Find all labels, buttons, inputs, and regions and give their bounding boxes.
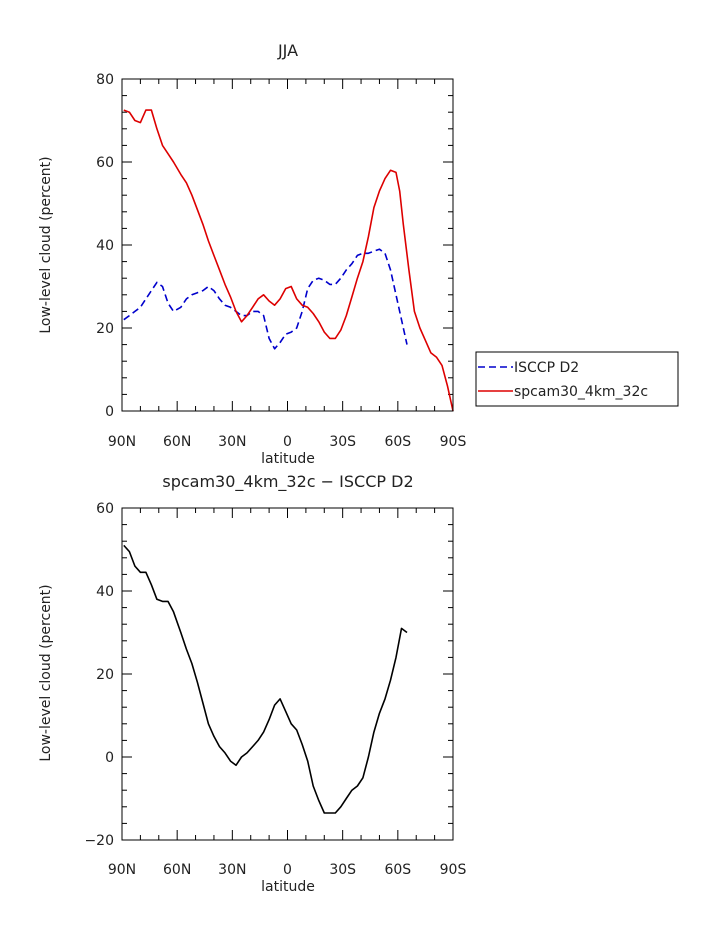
legend-label-isccp: ISCCP D2 — [514, 360, 579, 376]
x-tick-label: 90S — [440, 862, 467, 878]
x-tick-label: 90N — [108, 434, 136, 450]
legend: ISCCP D2 spcam30_4km_32c — [475, 351, 679, 407]
bottom-y-tick-labels: −20 0 20 40 60 — [84, 501, 114, 849]
x-tick-label: 90S — [440, 434, 467, 450]
y-tick-label: 60 — [96, 155, 114, 171]
top-panel: JJA 90N 60N 30N 0 30S 60S 90S 0 20 40 60 80 latitu… — [38, 41, 679, 467]
bottom-plot-frame — [121, 507, 454, 841]
x-tick-label: 60S — [384, 434, 411, 450]
x-tick-label: 30N — [218, 434, 246, 450]
bottom-x-axis-title: latitude — [261, 879, 315, 895]
y-tick-label: 20 — [96, 321, 114, 337]
x-tick-label: 60N — [163, 862, 191, 878]
x-tick-label: 0 — [283, 862, 292, 878]
top-series — [123, 109, 454, 412]
legend-label-spcam: spcam30_4km_32c — [514, 384, 648, 400]
bottom-y-axis-title: Low-level cloud (percent) — [38, 584, 54, 761]
bottom-series — [123, 544, 408, 814]
x-tick-label: 90N — [108, 862, 136, 878]
y-tick-label: 0 — [105, 750, 114, 766]
series-line-spcam30-4km-32c — [123, 109, 454, 412]
x-tick-label: 60N — [163, 434, 191, 450]
x-tick-label: 0 — [283, 434, 292, 450]
bottom-panel: spcam30_4km_32c − ISCCP D2 90N 60N 30N 0 30S… — [38, 472, 466, 895]
top-x-axis-title: latitude — [261, 451, 315, 467]
y-tick-label: 80 — [96, 72, 114, 88]
y-tick-label: 20 — [96, 667, 114, 683]
top-ticks — [121, 78, 454, 412]
y-tick-label: 0 — [105, 404, 114, 420]
series-line-difference — [123, 544, 408, 814]
top-plot-frame — [121, 78, 454, 412]
bottom-ticks — [121, 507, 454, 841]
legend-box — [475, 351, 679, 407]
series-line-isccp-d2 — [123, 248, 408, 350]
y-tick-label: 40 — [96, 584, 114, 600]
top-chart-title: JJA — [277, 41, 298, 60]
top-y-tick-labels: 0 20 40 60 80 — [96, 72, 114, 420]
y-tick-label: 60 — [96, 501, 114, 517]
x-tick-label: 60S — [384, 862, 411, 878]
y-tick-label: −20 — [84, 833, 114, 849]
x-tick-label: 30N — [218, 862, 246, 878]
bottom-x-tick-labels: 90N 60N 30N 0 30S 60S 90S — [108, 862, 467, 878]
bottom-chart-title: spcam30_4km_32c − ISCCP D2 — [162, 472, 413, 492]
top-y-axis-title: Low-level cloud (percent) — [38, 156, 54, 333]
x-tick-label: 30S — [329, 862, 356, 878]
top-x-tick-labels: 90N 60N 30N 0 30S 60S 90S — [108, 434, 467, 450]
y-tick-label: 40 — [96, 238, 114, 254]
x-tick-label: 30S — [329, 434, 356, 450]
